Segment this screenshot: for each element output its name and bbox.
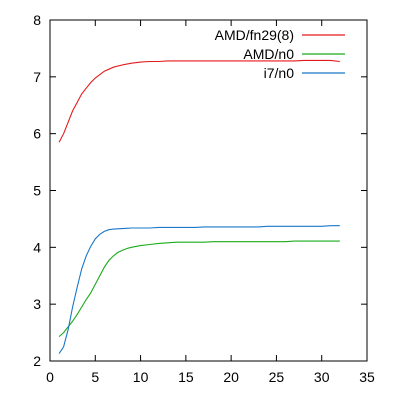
x-tick-label: 5: [91, 369, 99, 385]
y-tick-label: 7: [33, 69, 41, 85]
y-tick-label: 4: [33, 239, 41, 255]
legend: AMD/fn29(8) AMD/n0 i7/n0: [215, 27, 345, 81]
series-line-2: [58, 225, 340, 354]
x-tick-label: 35: [359, 369, 375, 385]
plot-area: [58, 59, 340, 354]
x-tick-label: 25: [269, 369, 285, 385]
legend-label-0: AMD/fn29(8): [215, 27, 294, 43]
y-tick-label: 3: [33, 296, 41, 312]
plot-frame: [49, 19, 368, 362]
y-tick-label: 8: [33, 12, 41, 28]
x-tick-label: 15: [178, 369, 194, 385]
y-tick-label: 5: [33, 183, 41, 199]
x-tick-label: 20: [223, 369, 239, 385]
series-line-1: [58, 240, 340, 338]
axes: 0 5 10 15 20 25 30 35 2 3 4 5 6 7 8: [33, 12, 375, 385]
series-line-0: [58, 59, 340, 143]
y-tick-label: 6: [33, 126, 41, 142]
y-tick-label: 2: [33, 353, 41, 369]
x-tick-label: 30: [314, 369, 330, 385]
legend-label-2: i7/n0: [264, 65, 295, 81]
x-tick-label: 0: [46, 369, 54, 385]
legend-label-1: AMD/n0: [243, 46, 294, 62]
x-tick-label: 10: [133, 369, 149, 385]
